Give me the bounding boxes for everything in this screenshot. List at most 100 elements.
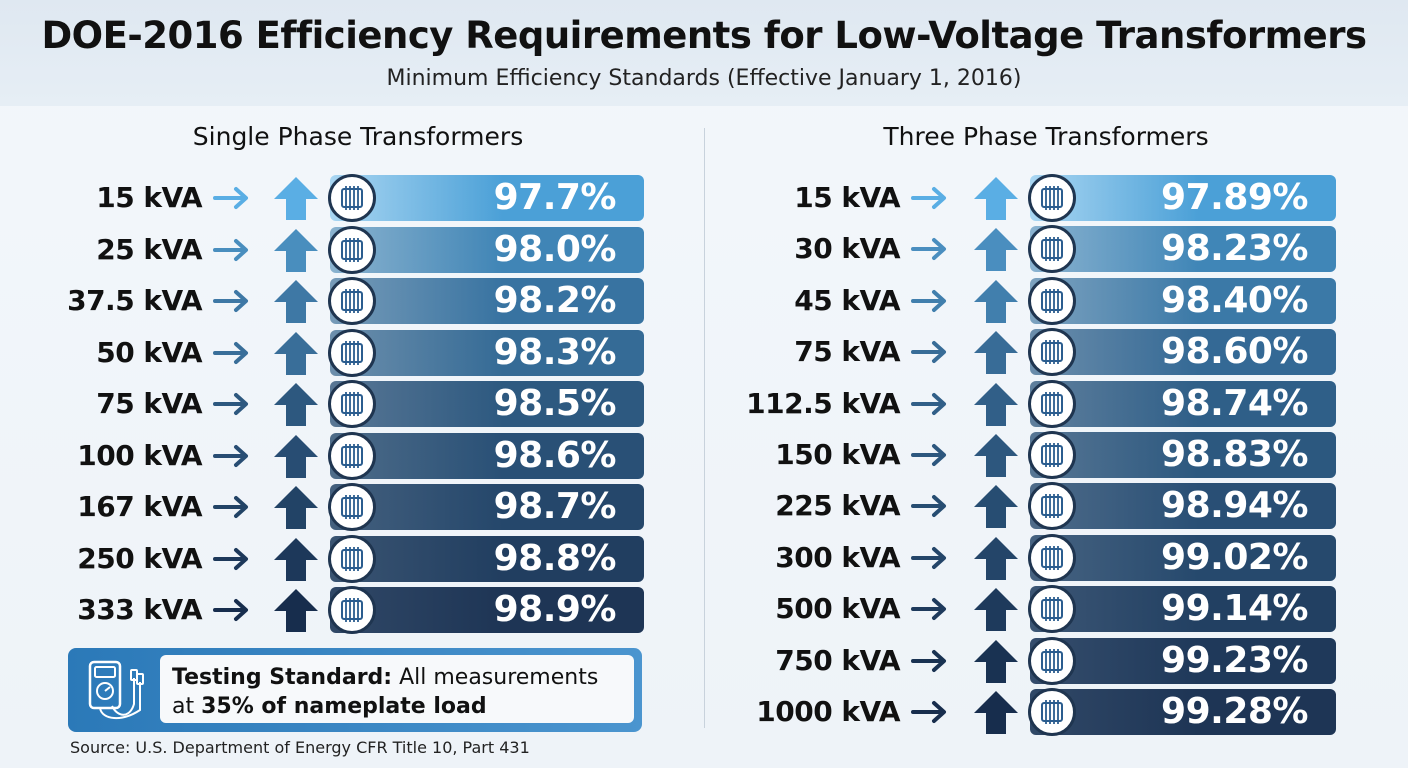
- efficiency-bar: 98.83%: [1028, 431, 1336, 479]
- efficiency-bar: 99.28%: [1028, 688, 1336, 736]
- efficiency-value: 98.0%: [493, 228, 617, 270]
- category-label: 1000 kVA: [756, 695, 900, 728]
- efficiency-value: 98.40%: [1161, 279, 1308, 321]
- arrow-up-icon: [274, 177, 318, 220]
- efficiency-value: 98.9%: [493, 589, 617, 630]
- arrow-up-icon: [974, 639, 1018, 683]
- transformer-coil-icon: [1028, 431, 1076, 479]
- category-label: 37.5 kVA: [67, 284, 202, 317]
- chart-row: 167 kVA 98.7%: [0, 483, 1408, 531]
- category-label: 25 kVA: [96, 232, 202, 266]
- source-note: Source: U.S. Department of Energy CFR Ti…: [70, 738, 530, 757]
- efficiency-bar: 98.74%: [1028, 379, 1336, 428]
- transformer-coil-icon: [1028, 533, 1076, 582]
- efficiency-bar: 99.14%: [1028, 585, 1336, 634]
- arrow-right-icon: [213, 238, 248, 261]
- efficiency-value: 97.89%: [1161, 177, 1308, 218]
- testing-line1: All measurements: [392, 665, 599, 690]
- arrow-right-icon: [911, 444, 946, 466]
- three-phase-title: Three Phase Transformers: [883, 122, 1209, 151]
- transformer-coil-icon: [1028, 328, 1076, 377]
- arrow-right-icon: [911, 598, 946, 621]
- arrow-right-icon: [213, 547, 248, 570]
- arrow-right-icon: [213, 496, 248, 518]
- efficiency-bar: 97.7%: [328, 174, 644, 222]
- arrow-right-icon: [213, 444, 248, 467]
- efficiency-bar: 98.5%: [328, 380, 644, 428]
- category-label: 75 kVA: [794, 335, 900, 369]
- efficiency-value: 98.94%: [1161, 485, 1308, 527]
- arrow-up-icon: [974, 177, 1018, 220]
- arrow-up-icon: [274, 383, 318, 426]
- chart-row: 50 kVA 98.3%: [0, 328, 1408, 377]
- category-label: 50 kVA: [96, 335, 202, 369]
- efficiency-bar: 97.89%: [1028, 174, 1336, 222]
- panel-divider: [704, 128, 705, 728]
- chart-row: 333 kVA 98.9%: [0, 586, 1408, 634]
- arrow-right-icon: [213, 290, 248, 312]
- chart-row: 1000 kVA 99.28%: [0, 688, 1408, 736]
- arrow-up-icon: [974, 536, 1018, 580]
- category-label: 250 kVA: [77, 541, 202, 575]
- efficiency-bar: 99.02%: [1028, 533, 1336, 582]
- arrow-up-icon: [974, 331, 1018, 375]
- arrow-up-icon: [274, 280, 318, 323]
- testing-standard-text: Testing Standard: All measurements at 35…: [160, 655, 634, 723]
- efficiency-value: 98.6%: [493, 434, 617, 476]
- efficiency-value: 99.14%: [1161, 588, 1308, 630]
- chart-row: 15 kVA 97.7%: [0, 174, 1408, 222]
- arrow-up-icon: [974, 485, 1018, 529]
- transformer-coil-icon: [1028, 379, 1076, 428]
- chart-row: 112.5 kVA 98.74%: [0, 379, 1408, 428]
- efficiency-value: 98.74%: [1161, 382, 1308, 424]
- chart-row: 225 kVA 98.94%: [0, 482, 1408, 531]
- arrow-up-icon: [974, 434, 1018, 477]
- transformer-coil-icon: [1028, 225, 1076, 274]
- arrow-up-icon: [274, 537, 318, 581]
- transformer-coil-icon: [1028, 174, 1076, 222]
- efficiency-value: 98.23%: [1161, 228, 1308, 270]
- efficiency-bar: 98.23%: [1028, 225, 1336, 274]
- arrow-right-icon: [911, 392, 946, 415]
- page-title: DOE-2016 Efficiency Requirements for Low…: [41, 14, 1367, 57]
- efficiency-bar: 98.9%: [328, 586, 644, 634]
- category-label: 112.5 kVA: [746, 386, 900, 420]
- transformer-coil-icon: [328, 225, 376, 274]
- efficiency-bar: 98.6%: [328, 431, 644, 480]
- chart-row: 37.5 kVA 98.2%: [0, 277, 1408, 325]
- efficiency-value: 99.28%: [1161, 691, 1308, 732]
- chart-row: 75 kVA 98.60%: [0, 328, 1408, 377]
- arrow-up-icon: [274, 228, 318, 272]
- testing-lead: Testing Standard:: [172, 665, 393, 690]
- arrow-right-icon: [911, 649, 946, 672]
- chart-row: 30 kVA 98.23%: [0, 225, 1408, 274]
- category-label: 75 kVA: [96, 387, 202, 420]
- efficiency-value: 97.7%: [493, 177, 617, 218]
- category-label: 45 kVA: [794, 283, 900, 317]
- single-phase-title: Single Phase Transformers: [192, 122, 524, 151]
- chart-row: 300 kVA 99.02%: [0, 533, 1408, 582]
- efficiency-bar: 98.60%: [1028, 328, 1336, 377]
- page-subtitle: Minimum Efficiency Standards (Effective …: [386, 66, 1022, 91]
- category-label: 167 kVA: [77, 490, 202, 523]
- transformer-coil-icon: [328, 380, 376, 428]
- arrow-up-icon: [974, 382, 1018, 426]
- transformer-coil-icon: [1028, 636, 1076, 685]
- transformer-coil-icon: [328, 277, 376, 325]
- efficiency-bar: 98.40%: [1028, 276, 1336, 325]
- transformer-coil-icon: [328, 534, 376, 583]
- chart-row: 25 kVA 98.0%: [0, 225, 1408, 274]
- arrow-right-icon: [911, 701, 946, 723]
- chart-row: 500 kVA 99.14%: [0, 585, 1408, 634]
- chart-row: 750 kVA 99.23%: [0, 636, 1408, 685]
- efficiency-bar: 98.7%: [328, 483, 644, 531]
- arrow-up-icon: [974, 228, 1018, 272]
- transformer-coil-icon: [328, 174, 376, 222]
- category-label: 333 kVA: [77, 593, 202, 626]
- chart-row: 100 kVA 98.6%: [0, 431, 1408, 480]
- testing-line2-bold: 35% of nameplate load: [201, 694, 487, 719]
- arrow-up-icon: [274, 331, 318, 375]
- chart-row: 45 kVA 98.40%: [0, 276, 1408, 325]
- efficiency-value: 98.2%: [493, 280, 617, 321]
- efficiency-value: 99.23%: [1161, 639, 1308, 681]
